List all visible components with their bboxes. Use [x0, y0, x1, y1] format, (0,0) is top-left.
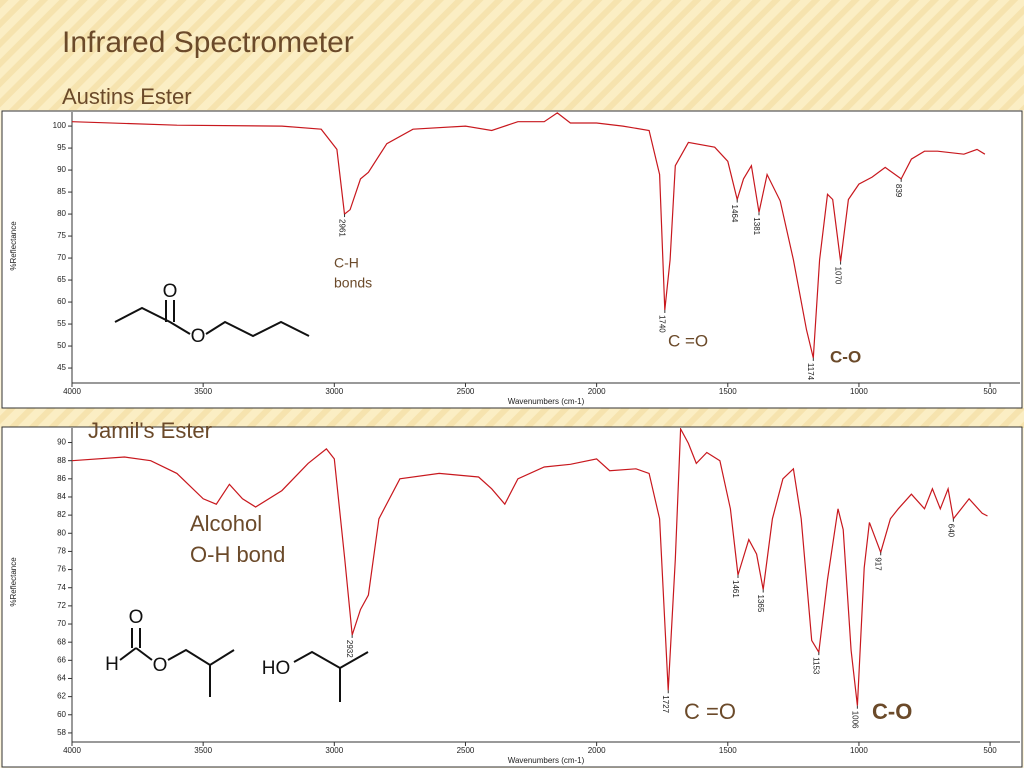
atom: O: [163, 281, 178, 302]
molecule: O O: [114, 281, 310, 347]
header-band: [0, 0, 1024, 110]
y-tick-label: 80: [57, 209, 66, 218]
bond: [293, 650, 369, 702]
bond: [119, 628, 235, 697]
annotation: C-H: [334, 255, 359, 271]
annotation: C-O: [872, 699, 912, 724]
y-tick-label: 66: [57, 655, 66, 664]
chart-title: Austins Ester: [62, 84, 192, 109]
x-tick-label: 2000: [588, 387, 606, 396]
atom: H: [105, 654, 119, 675]
y-tick-label: 80: [57, 528, 66, 537]
x-tick-label: 1000: [850, 387, 868, 396]
chart-title: Jamil's Ester: [88, 418, 212, 443]
peak-label: 1461: [731, 580, 740, 598]
y-tick-label: 84: [57, 492, 66, 501]
peak-label: 1174: [806, 363, 815, 381]
peak-label: 2932: [345, 640, 354, 658]
x-axis-label: Wavenumbers (cm-1): [508, 397, 585, 406]
peak-label: 1070: [833, 267, 842, 285]
x-tick-label: 500: [983, 387, 997, 396]
y-tick-label: 70: [57, 253, 66, 262]
chart-frame: [1, 426, 1023, 768]
y-tick-label: 65: [57, 275, 66, 284]
peak-label: 1381: [752, 217, 761, 235]
x-tick-label: 2000: [588, 746, 606, 755]
y-tick-label: 62: [57, 692, 66, 701]
atom: O: [153, 655, 168, 676]
y-tick-label: 90: [57, 165, 66, 174]
peak-label: 839: [894, 184, 903, 198]
charts: Austins Ester 45 50 55 60 65 70 75 80 85 90 95 100 40…: [9, 84, 1020, 765]
x-axis-label: Wavenumbers (cm-1): [508, 756, 585, 765]
slide-title: Infrared Spectrometer: [62, 26, 354, 59]
y-tick-label: 45: [57, 363, 66, 372]
atom: O: [191, 326, 206, 347]
molecule: O H O: [105, 607, 235, 697]
y-axis-label: %Reflectance: [9, 221, 18, 271]
peak-label: 917: [874, 557, 883, 571]
x-tick-label: 1500: [719, 387, 737, 396]
y-tick-label: 70: [57, 619, 66, 628]
y-axis-label: %Reflectance: [9, 557, 18, 607]
y-tick-label: 88: [57, 456, 66, 465]
x-tick-label: 1000: [850, 746, 868, 755]
y-tick-label: 95: [57, 143, 66, 152]
y-tick-label: 82: [57, 510, 66, 519]
y-tick-label: 76: [57, 565, 66, 574]
atom: O: [129, 607, 144, 628]
x-tick-label: 4000: [63, 746, 81, 755]
chart-frame: [1, 110, 1023, 409]
bond: [114, 300, 310, 338]
y-tick-label: 55: [57, 319, 66, 328]
atom: HO: [262, 658, 291, 679]
y-tick-label: 74: [57, 583, 66, 592]
x-tick-label: 2500: [457, 746, 475, 755]
annotation: C-O: [830, 347, 861, 366]
y-tick-label: 90: [57, 438, 66, 447]
annotation: Alcohol: [190, 511, 262, 536]
x-tick-label: 3500: [194, 387, 212, 396]
y-tick-label: 85: [57, 187, 66, 196]
peak-label: 1740: [658, 315, 667, 333]
y-tick-label: 58: [57, 728, 66, 737]
peak-label: 1153: [812, 657, 821, 675]
peak-label: 1365: [756, 595, 765, 613]
molecule: HO: [262, 650, 369, 702]
peak-label: 640: [946, 524, 955, 538]
x-tick-label: 1500: [719, 746, 737, 755]
peak-label: 1464: [730, 205, 739, 223]
peak-label: 2961: [337, 219, 346, 237]
spectrum-line: [72, 112, 986, 359]
peak-label: 1727: [661, 695, 670, 713]
x-tick-label: 3500: [194, 746, 212, 755]
peak-label: 1006: [850, 711, 859, 729]
spectrum-line: [72, 428, 988, 706]
y-tick-label: 60: [57, 710, 66, 719]
y-tick-label: 64: [57, 674, 66, 683]
annotation: C =O: [668, 331, 708, 350]
annotation: O-H bond: [190, 542, 285, 567]
divider-band: [0, 408, 1024, 428]
y-tick-label: 100: [53, 121, 67, 130]
y-tick-label: 75: [57, 231, 66, 240]
y-tick-label: 78: [57, 547, 66, 556]
y-tick-label: 60: [57, 297, 66, 306]
annotation: bonds: [334, 275, 372, 291]
x-tick-label: 4000: [63, 387, 81, 396]
y-tick-label: 86: [57, 474, 66, 483]
x-tick-label: 3000: [325, 387, 343, 396]
x-tick-label: 3000: [325, 746, 343, 755]
y-tick-label: 50: [57, 341, 66, 350]
y-tick-label: 72: [57, 601, 66, 610]
y-tick-label: 68: [57, 637, 66, 646]
x-tick-label: 2500: [457, 387, 475, 396]
annotation: C =O: [684, 699, 736, 724]
x-tick-label: 500: [983, 746, 997, 755]
